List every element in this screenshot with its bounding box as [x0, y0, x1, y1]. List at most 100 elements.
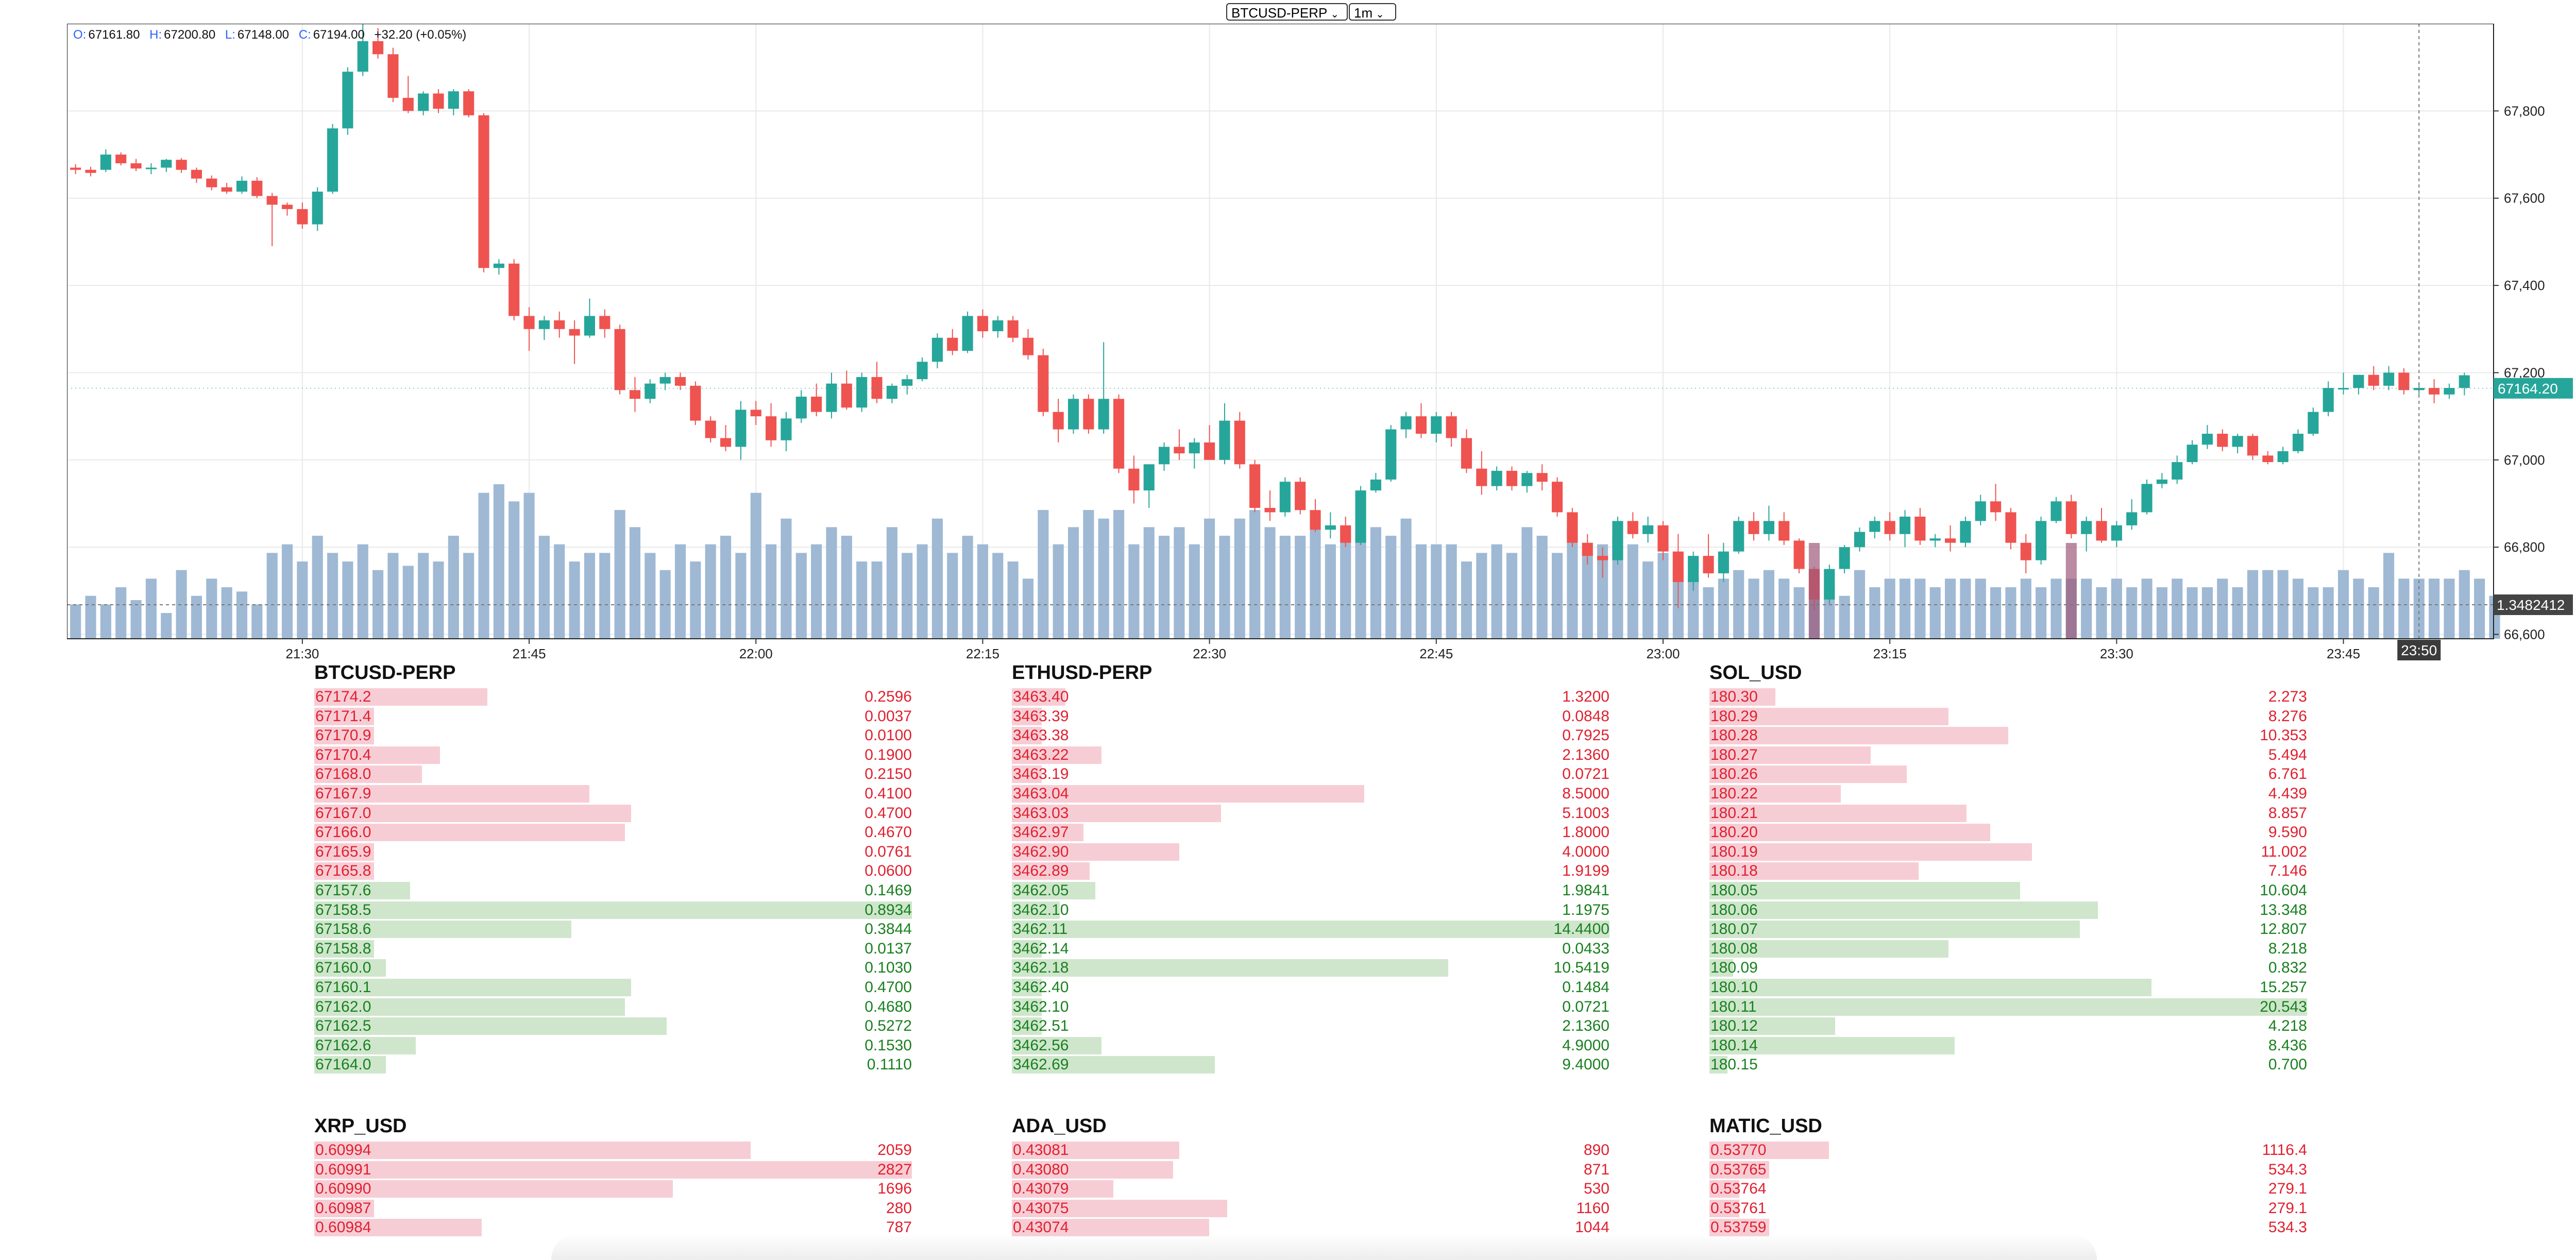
volume-bar — [1325, 544, 1336, 639]
volume-bar — [463, 553, 474, 639]
volume-bar — [2444, 578, 2455, 639]
candle-body — [281, 205, 293, 209]
crosshair-time-label: 23:50 — [2401, 642, 2437, 658]
ask-row: 3463.04 8.5000 — [1012, 784, 1609, 804]
bid-price: 3462.10 — [1013, 901, 1069, 918]
ask-quantity: 871 — [1583, 1161, 1609, 1178]
candle-body — [1204, 442, 1215, 460]
ask-price: 67170.4 — [315, 746, 371, 763]
ask-price: 67170.9 — [315, 727, 371, 744]
candle-body — [962, 316, 973, 351]
volume-bar — [357, 544, 368, 639]
candle-body — [2111, 525, 2122, 541]
candle-body — [266, 196, 278, 205]
ask-price: 0.43081 — [1013, 1142, 1069, 1159]
ask-price: 67168.0 — [315, 765, 371, 783]
bid-quantity: 0.3844 — [865, 921, 912, 938]
volume-bar — [1521, 527, 1533, 639]
candle-body — [1355, 490, 1366, 543]
volume-bar — [1597, 544, 1608, 639]
ask-price: 180.22 — [1710, 785, 1758, 802]
ask-quantity: 5.494 — [2268, 746, 2307, 763]
ask-depth-bar — [1709, 707, 1948, 725]
bid-row: 67158.5 0.8934 — [314, 900, 912, 920]
bid-depth-bar — [1709, 978, 2152, 996]
ask-depth-bar — [314, 804, 631, 822]
volume-bar — [2398, 578, 2410, 639]
volume-bar — [538, 536, 550, 639]
bid-row: 180.11 20.543 — [1709, 997, 2307, 1017]
volume-bar — [1279, 536, 1291, 639]
bid-quantity: 0.1030 — [865, 959, 912, 977]
ask-price: 3462.90 — [1013, 843, 1069, 860]
ask-quantity: 0.1900 — [865, 746, 912, 763]
candle-body — [931, 337, 943, 362]
volume-bar — [2111, 578, 2122, 639]
volume-value-label: 1.3482412 — [2497, 597, 2565, 613]
bid-quantity: 0.4700 — [865, 978, 912, 996]
candle-body — [917, 362, 928, 380]
ask-quantity: 0.2150 — [865, 765, 912, 783]
ask-depth-bar — [1012, 1142, 1179, 1159]
ask-row: 3462.89 1.9199 — [1012, 861, 1609, 881]
ask-price: 180.30 — [1710, 688, 1758, 705]
bid-row: 3462.11 14.4400 — [1012, 920, 1609, 939]
ask-quantity: 0.0100 — [865, 727, 912, 744]
candle-body — [2141, 484, 2153, 513]
volume-bar — [2187, 587, 2198, 639]
ask-quantity: 0.0761 — [865, 843, 912, 860]
ask-row: 180.20 9.590 — [1709, 823, 2307, 842]
candle-body — [2444, 388, 2455, 395]
candle-body — [1234, 420, 1245, 465]
ask-depth-bar — [314, 707, 374, 725]
bid-price: 3462.56 — [1013, 1036, 1069, 1054]
volume-bar — [1975, 578, 1986, 639]
price-chart[interactable]: 67,800 67,600 67,400 67,200 67,000 66,800 66,6… — [67, 24, 2575, 663]
candlestick-chart-svg[interactable]: 67,800 67,600 67,400 67,200 67,000 66,800 66,6… — [67, 24, 2575, 663]
candle-body — [766, 416, 777, 440]
ask-quantity: 8.857 — [2268, 804, 2307, 822]
volume-bar — [750, 492, 761, 639]
candle-body — [418, 93, 429, 111]
candle-body — [1551, 482, 1563, 513]
volume-bar — [1536, 536, 1548, 639]
candle-body — [705, 420, 716, 438]
candle-body — [2036, 521, 2047, 560]
candle-body — [1914, 516, 1926, 541]
ask-depth-bar — [314, 843, 374, 861]
volume-bar — [1869, 587, 1880, 639]
bid-depth-bar — [1709, 921, 2080, 939]
volume-bar — [1506, 553, 1518, 639]
interval-select[interactable]: 1m ⌄ — [1349, 3, 1396, 21]
order-book-sol-usd: SOL_USD 180.30 2.273 180.29 8.276 180.28 10.35… — [1709, 658, 2307, 1075]
ask-row: 67166.0 0.4670 — [314, 823, 912, 842]
symbol-select[interactable]: BTCUSD-PERP ⌄ — [1226, 3, 1348, 21]
candle-body — [176, 160, 187, 170]
ask-price: 67171.4 — [315, 707, 371, 725]
candle-body — [2337, 388, 2349, 390]
candle-body — [1067, 399, 1079, 430]
open-label: O: — [73, 28, 87, 42]
ask-quantity: 10.353 — [2260, 727, 2307, 744]
candle-body — [886, 385, 897, 399]
candle-body — [1415, 416, 1427, 434]
candle-body — [1793, 540, 1805, 569]
candle-body — [1657, 525, 1669, 552]
order-book-title: XRP_USD — [314, 1115, 407, 1137]
bid-row: 3462.51 2.1360 — [1012, 1016, 1609, 1036]
ask-row: 180.28 10.353 — [1709, 726, 2307, 745]
volume-bar — [2292, 578, 2304, 639]
ask-depth-bar — [1709, 1219, 1769, 1237]
bid-quantity: 8.436 — [2268, 1036, 2307, 1054]
x-tick-label: 23:00 — [1646, 646, 1680, 661]
volume-bar — [1128, 544, 1140, 639]
ask-row: 0.53759 534.3 — [1709, 1218, 2307, 1237]
ask-row: 0.60990 1696 — [314, 1179, 912, 1199]
bid-row: 180.05 10.604 — [1709, 881, 2307, 900]
volume-bar — [2323, 587, 2334, 639]
ask-price: 0.60990 — [315, 1180, 371, 1198]
volume-bar — [947, 553, 958, 639]
candle-body — [1446, 416, 1457, 438]
volume-tag — [2494, 594, 2573, 615]
candle-body — [2065, 501, 2077, 534]
